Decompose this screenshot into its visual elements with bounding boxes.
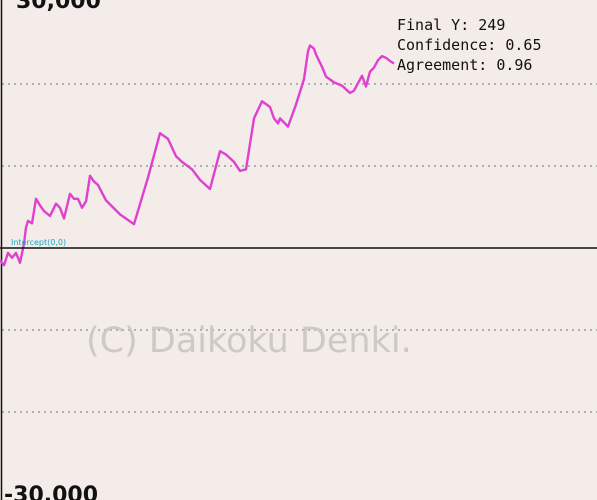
intercept-marker-label: Intercept(0,0) [11,238,66,247]
overlay-panel: Final Y: 249 Confidence: 0.65 Agreement:… [397,16,542,74]
y-tick-label-top: 30,000 [16,0,101,14]
y-tick-label-bottom: -30,000 [4,483,98,500]
final-y-readout: Final Y: 249 [397,16,505,34]
agreement-readout: Agreement: 0.96 [397,56,532,74]
confidence-readout: Confidence: 0.65 [397,36,542,54]
watermark-text: (C) Daikoku Denki. [86,321,412,361]
series-layer [0,44,395,267]
series-line [0,44,395,267]
